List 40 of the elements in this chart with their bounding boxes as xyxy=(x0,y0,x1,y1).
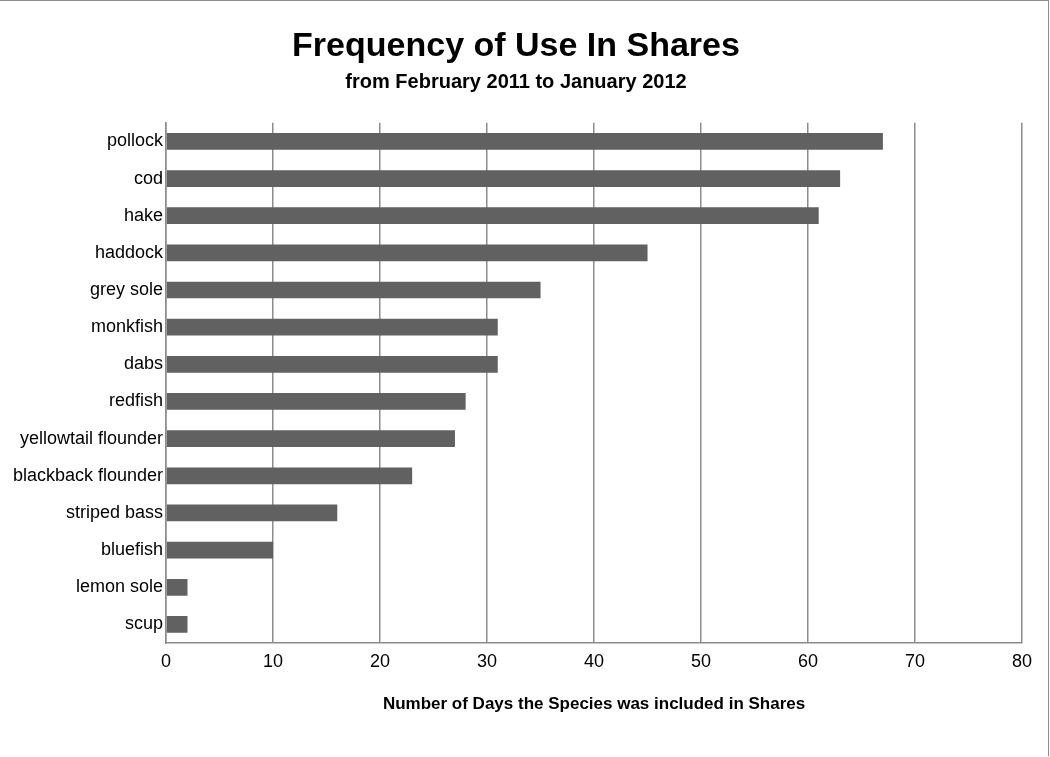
x-tick-label: 80 xyxy=(1011,650,1033,671)
bar xyxy=(166,170,841,187)
y-tick-label: pollock xyxy=(107,130,165,151)
x-axis-title: Number of Days the Species was included in Shares xyxy=(382,694,806,714)
y-tick-label: striped bass xyxy=(66,501,164,522)
bar xyxy=(166,578,188,596)
bar xyxy=(166,355,498,373)
chart-subtitle: from February 2011 to January 2012 xyxy=(345,70,687,93)
y-tick-label: haddock xyxy=(95,241,165,262)
y-tick-label: bluefish xyxy=(101,539,164,560)
y-tick-label: cod xyxy=(134,167,164,188)
bar xyxy=(166,541,274,559)
y-tick-label: hake xyxy=(124,204,164,225)
x-tick-label: 10 xyxy=(263,650,284,671)
x-tick-label: 60 xyxy=(798,650,819,671)
bar xyxy=(166,393,466,410)
y-tick-label: yellowtail flounder xyxy=(20,427,164,448)
y-tick-label: lemon sole xyxy=(76,576,164,597)
x-tick-label: 40 xyxy=(584,650,605,671)
y-tick-label: redfish xyxy=(109,390,164,411)
bar xyxy=(166,616,188,633)
x-tick-label: 70 xyxy=(905,650,926,671)
y-tick-label: dabs xyxy=(124,353,164,374)
x-tick-label: 0 xyxy=(161,650,172,671)
bar xyxy=(166,281,541,299)
bar xyxy=(166,430,455,447)
bar xyxy=(166,467,413,485)
x-tick-label: 20 xyxy=(370,650,391,671)
bar xyxy=(166,133,883,150)
chart-title: Frequency of Use In Shares xyxy=(292,24,740,63)
bar xyxy=(166,318,498,336)
y-tick-label: blackback flounder xyxy=(13,464,164,485)
y-tick-label: scup xyxy=(125,613,164,634)
y-tick-label: monkfish xyxy=(91,316,164,337)
bar xyxy=(166,244,648,262)
x-tick-label: 30 xyxy=(477,650,498,671)
y-tick-label: grey sole xyxy=(90,278,164,299)
x-tick-label: 50 xyxy=(691,650,712,671)
bar xyxy=(166,504,338,522)
bar xyxy=(166,207,819,225)
